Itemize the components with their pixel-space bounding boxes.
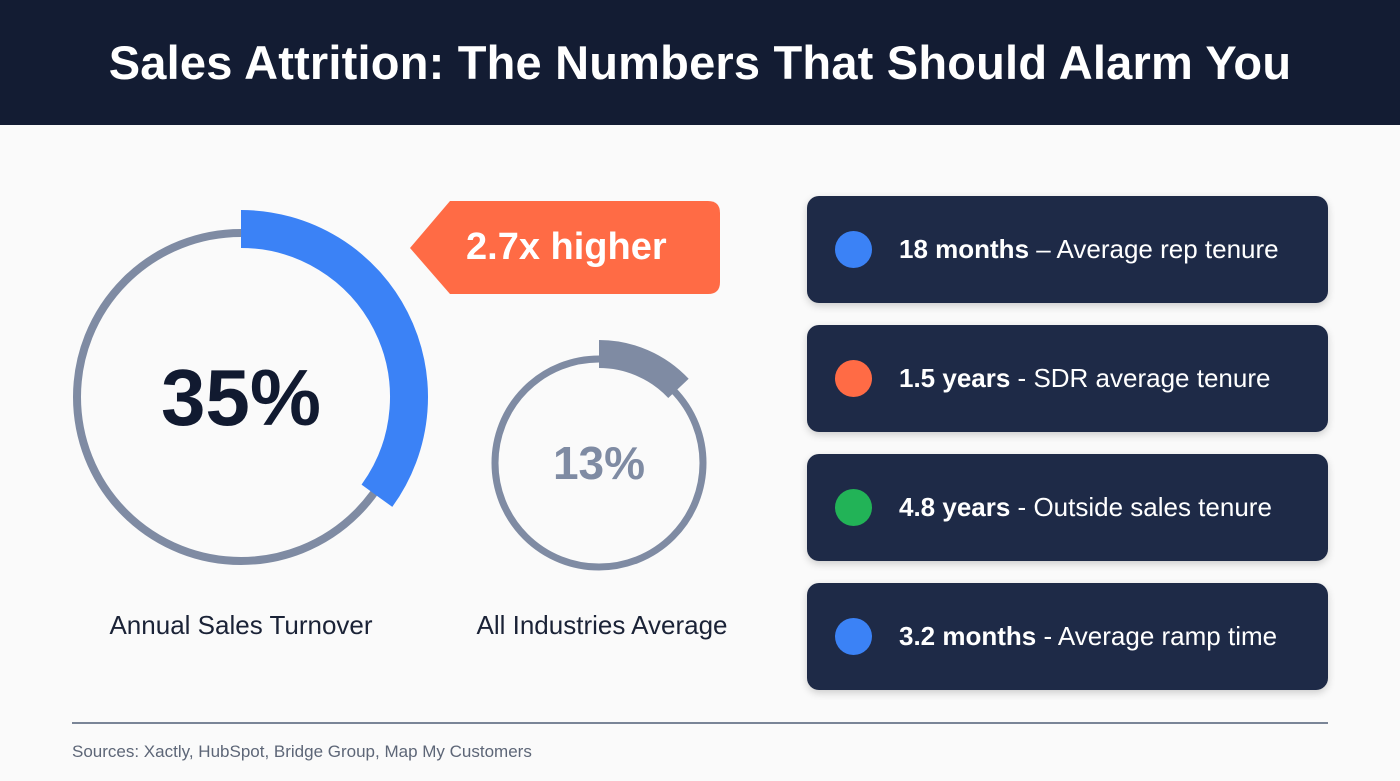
stat-card: 3.2 months - Average ramp time bbox=[807, 583, 1328, 690]
turnover-value: 35% bbox=[161, 353, 321, 442]
stat-separator: – bbox=[1029, 234, 1057, 264]
callout-text: 2.7x higher bbox=[466, 226, 667, 268]
stat-card: 1.5 years - SDR average tenure bbox=[807, 325, 1328, 432]
industry-label: All Industries Average bbox=[476, 610, 728, 640]
sources-note: Sources: Xactly, HubSpot, Bridge Group, … bbox=[72, 742, 532, 761]
donut-charts: 35% 13% bbox=[73, 210, 707, 571]
turnover-label: Annual Sales Turnover bbox=[109, 610, 373, 640]
stat-description: Average rep tenure bbox=[1056, 234, 1279, 264]
stat-description: Average ramp time bbox=[1057, 621, 1278, 651]
turnover-ring-arc bbox=[240, 210, 428, 507]
stat-value: 3.2 months bbox=[899, 621, 1037, 651]
page-title: Sales Attrition: The Numbers That Should… bbox=[108, 36, 1292, 89]
stat-value: 18 months bbox=[899, 234, 1030, 264]
stat-dot-icon bbox=[835, 618, 872, 655]
header-banner: Sales Attrition: The Numbers That Should… bbox=[0, 0, 1400, 125]
stat-dot-icon bbox=[835, 489, 872, 526]
stat-dot-icon bbox=[835, 231, 872, 268]
stat-value: 4.8 years bbox=[899, 492, 1011, 522]
footer-divider bbox=[72, 722, 1328, 724]
stat-card: 4.8 years - Outside sales tenure bbox=[807, 454, 1328, 561]
comparison-callout: 2.7x higher bbox=[408, 201, 720, 294]
stat-card: 18 months – Average rep tenure bbox=[807, 196, 1328, 303]
stat-value: 1.5 years bbox=[899, 363, 1011, 393]
stat-description: SDR average tenure bbox=[1033, 363, 1271, 393]
callout-arrow-shape bbox=[410, 201, 720, 294]
industry-value: 13% bbox=[553, 437, 645, 489]
stat-dot-icon bbox=[835, 360, 872, 397]
stat-description: Outside sales tenure bbox=[1033, 492, 1272, 522]
industry-ring-arc bbox=[598, 340, 689, 399]
stat-separator: - bbox=[1010, 492, 1034, 522]
stat-separator: - bbox=[1036, 621, 1058, 651]
stat-separator: - bbox=[1010, 363, 1034, 393]
